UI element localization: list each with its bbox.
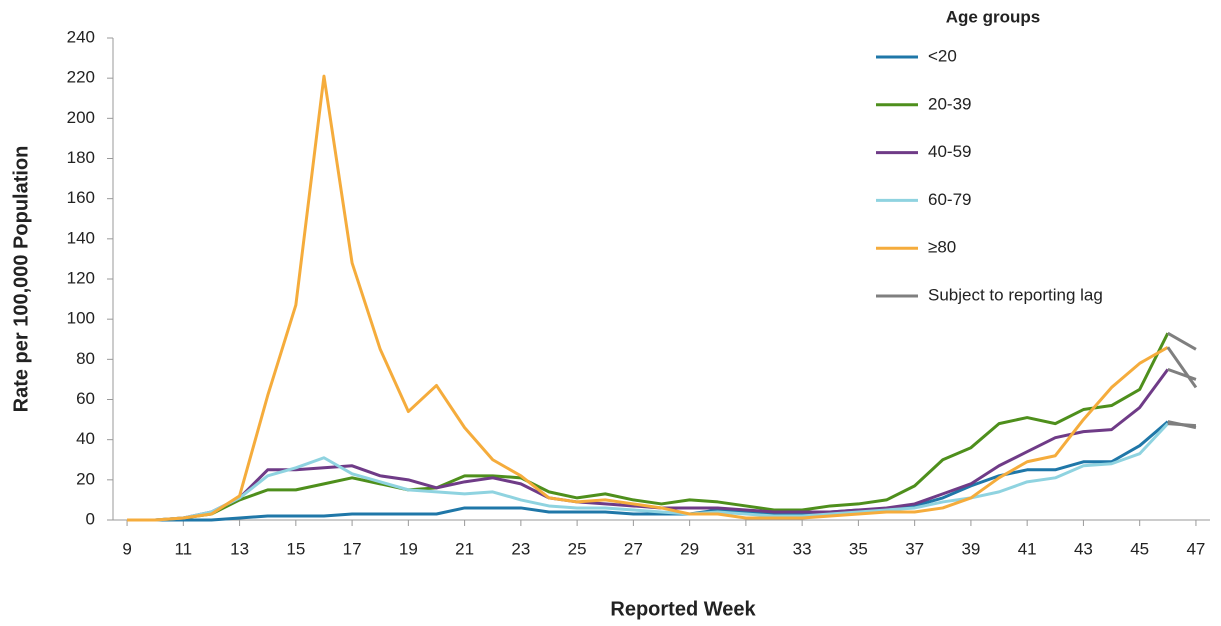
y-axis-title: Rate per 100,000 Population xyxy=(10,146,32,413)
y-tick-label: 180 xyxy=(67,148,95,167)
legend-label: 40-59 xyxy=(928,142,971,161)
x-tick-label: 27 xyxy=(624,539,643,558)
y-tick-label: 0 xyxy=(86,509,95,528)
x-tick-label: 29 xyxy=(680,539,699,558)
y-tick-label: 140 xyxy=(67,228,95,247)
legend-label: ≥80 xyxy=(928,238,956,257)
series-line xyxy=(127,368,1170,522)
series-line xyxy=(127,420,1169,522)
series-line xyxy=(127,422,1169,522)
x-tick-label: 45 xyxy=(1130,539,1149,558)
legend-label: 60-79 xyxy=(928,190,971,209)
x-tick-label: 11 xyxy=(174,539,192,558)
x-tick-label: 37 xyxy=(905,539,924,558)
lag-line xyxy=(1167,367,1197,381)
legend-label: 20-39 xyxy=(928,94,971,113)
x-tick-label: 9 xyxy=(122,539,131,558)
legend-label: Subject to reporting lag xyxy=(928,285,1103,304)
y-tick-label: 160 xyxy=(67,188,95,207)
y-tick-label: 60 xyxy=(76,389,95,408)
x-tick-label: 41 xyxy=(1018,539,1037,558)
x-tick-label: 47 xyxy=(1186,539,1205,558)
y-tick-label: 40 xyxy=(76,429,95,448)
x-tick-label: 21 xyxy=(455,539,474,558)
lag-line xyxy=(1166,346,1198,389)
y-tick-label: 100 xyxy=(67,309,95,328)
lag-line xyxy=(1167,422,1197,428)
x-tick-label: 25 xyxy=(568,539,587,558)
x-tick-label: 17 xyxy=(343,539,362,558)
lag-line xyxy=(1167,331,1197,351)
x-tick-label: 39 xyxy=(961,539,980,558)
x-tick-label: 23 xyxy=(511,539,530,558)
x-tick-label: 35 xyxy=(849,539,868,558)
legend-box xyxy=(862,0,1162,320)
series-line xyxy=(127,74,1169,522)
x-tick-label: 15 xyxy=(286,539,305,558)
y-tick-label: 80 xyxy=(76,349,95,368)
series-line xyxy=(127,332,1170,522)
x-axis-title: Reported Week xyxy=(610,598,756,620)
y-tick-label: 20 xyxy=(76,469,95,488)
x-tick-label: 43 xyxy=(1074,539,1093,558)
x-tick-label: 13 xyxy=(230,539,249,558)
y-tick-label: 120 xyxy=(67,268,95,287)
x-tick-label: 19 xyxy=(399,539,418,558)
legend-title: Age groups xyxy=(946,7,1040,26)
y-tick-label: 240 xyxy=(67,27,95,46)
y-tick-label: 220 xyxy=(67,68,95,87)
x-tick-label: 31 xyxy=(736,539,755,558)
x-tick-label: 33 xyxy=(793,539,812,558)
y-tick-label: 200 xyxy=(67,108,95,127)
legend-label: <20 xyxy=(928,46,957,65)
